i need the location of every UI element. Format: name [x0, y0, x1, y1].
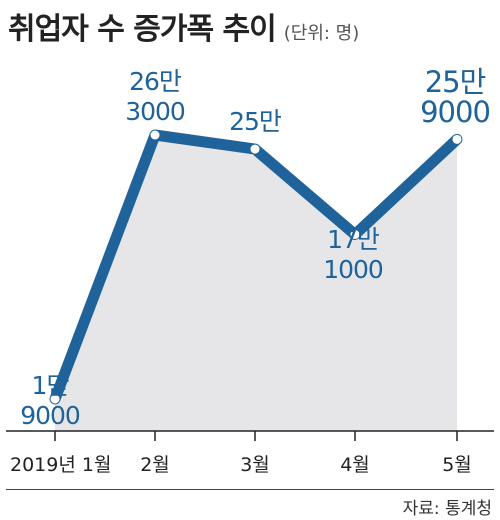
x-tick-label: 5월 [442, 454, 472, 476]
data-label: 26만 [129, 67, 182, 96]
data-point [350, 230, 360, 240]
source-note: 자료: 통계청 [402, 499, 492, 519]
data-label: 3000 [125, 97, 185, 126]
chart-title: 취업자 수 증가폭 추이 (단위: 명) [8, 12, 360, 47]
data-label: 25만 [425, 65, 486, 99]
data-point [452, 134, 462, 144]
data-label: 1000 [323, 255, 383, 284]
x-tick-label: 4월 [340, 454, 370, 476]
data-point [250, 144, 260, 154]
footer-divider [6, 489, 494, 490]
x-tick-label: 2019년 1월 [10, 454, 111, 476]
unit-label: (단위: 명) [283, 23, 360, 44]
data-point [50, 394, 60, 404]
data-label: 9000 [20, 401, 80, 430]
data-label: 9000 [420, 95, 490, 129]
area-fill [55, 135, 457, 431]
x-tick-label: 2월 [140, 454, 170, 476]
data-label: 1만 [32, 371, 70, 400]
data-label: 25만 [229, 107, 282, 136]
data-point [150, 130, 160, 140]
data-label: 17만 [327, 225, 380, 254]
x-tick-label: 3월 [240, 454, 270, 476]
